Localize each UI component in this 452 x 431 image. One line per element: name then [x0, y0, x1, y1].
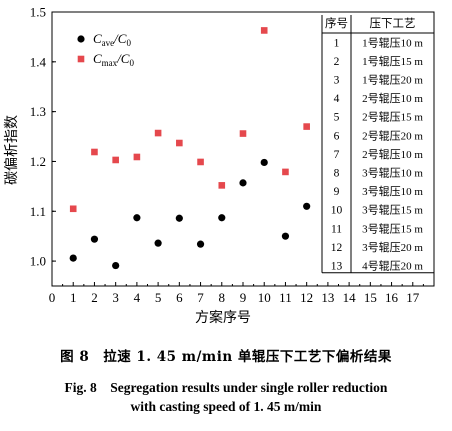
data-point-cmax — [112, 156, 119, 164]
x-tick-label: 3 — [112, 290, 119, 305]
data-point-cmax — [133, 153, 141, 161]
table-cell-index: 8 — [334, 168, 340, 180]
legend-label: Cmax/C0 — [93, 51, 134, 68]
table-cell-process: 3号辊压10 m — [362, 166, 423, 180]
x-tick-label: 15 — [364, 290, 377, 305]
table-cell-process: 1号辊压15 m — [362, 54, 423, 68]
data-point-cave — [112, 261, 120, 270]
table-cell-process: 3号辊压10 m — [362, 184, 423, 198]
legend: Cave/C0 Cmax/C0 — [77, 31, 134, 68]
table-cell-index: 5 — [334, 112, 340, 124]
data-point-cmax — [218, 182, 226, 189]
table-cell-index: 12 — [331, 242, 343, 254]
data-point-cave — [218, 214, 226, 222]
table-cell-process: 3号辊压15 m — [362, 221, 423, 235]
x-tick-label: 9 — [240, 290, 247, 305]
data-point-cmax — [154, 129, 162, 137]
table-cell-process: 3号辊压20 m — [362, 240, 423, 254]
process-table: 序号 压下工艺 1 1号辊压10 m 2 1号辊压15 m 3 1号辊压20 m 4 2号辊压10… — [321, 15, 434, 274]
y-axis-label: 碳偏析指数 — [4, 115, 20, 185]
y-tick-label: 1.2 — [30, 154, 46, 169]
data-point-cave — [303, 202, 311, 210]
y-tick-label: 1.1 — [30, 204, 46, 219]
legend-label: Cave/C0 — [93, 31, 131, 48]
table-cell-index: 13 — [331, 261, 343, 273]
x-tick-label: 10 — [258, 290, 271, 305]
table-cell-index: 9 — [334, 186, 340, 198]
x-tick-label: 13 — [321, 290, 334, 305]
table-cell-process: 1号辊压20 m — [362, 73, 423, 87]
table-cell-process: 3号辊压15 m — [362, 203, 423, 217]
table-cell-process: 2号辊压10 m — [362, 91, 423, 105]
data-point-cmax — [260, 27, 268, 34]
figure-caption-en-line2: with casting speed of 1. 45 m/min — [130, 399, 322, 414]
table-cell-process: 2号辊压10 m — [362, 147, 423, 161]
x-tick-label: 1 — [70, 290, 77, 305]
x-tick-label: 16 — [385, 290, 399, 305]
x-axis-label: 方案序号 — [195, 309, 251, 326]
data-point-cmax — [69, 205, 77, 213]
y-tick-label: 1.4 — [30, 54, 47, 69]
x-tick-label: 5 — [155, 290, 162, 305]
y-tick-label: 1.5 — [30, 5, 46, 20]
table-cell-index: 1 — [334, 37, 340, 49]
x-axis-ticks: 0 1 2 3 4 5 6 7 8 9 10 11 12 13 14 15 16 17 — [49, 282, 424, 305]
figure-caption-en-line1: Fig. 8 Segregation results under single … — [64, 380, 388, 395]
legend-marker-cmax — [77, 55, 85, 63]
table-cell-index: 10 — [331, 205, 343, 217]
data-point-cave — [196, 240, 205, 248]
table-background — [322, 15, 433, 273]
x-tick-label: 2 — [91, 290, 98, 305]
legend-marker-cave — [77, 35, 85, 43]
table-cell-index: 4 — [334, 93, 340, 105]
data-point-cave — [175, 214, 183, 222]
x-tick-label: 11 — [279, 290, 292, 305]
data-point-cmax — [239, 130, 247, 137]
y-tick-label: 1.0 — [30, 254, 46, 269]
data-point-cave — [239, 179, 247, 187]
x-tick-label: 4 — [134, 290, 141, 305]
table-cell-process: 4号辊压20 m — [362, 259, 423, 273]
data-point-cmax — [282, 168, 289, 176]
table-cell-index: 6 — [334, 130, 340, 142]
table-cell-index: 7 — [334, 149, 340, 161]
data-point-cave — [260, 158, 268, 167]
data-point-cave — [90, 235, 99, 243]
data-point-cmax — [197, 158, 204, 166]
table-cell-index: 2 — [334, 56, 340, 68]
data-point-cave — [154, 239, 162, 247]
data-point-cmax — [176, 139, 183, 147]
y-axis-ticks: 1.0 1.1 1.2 1.3 1.4 1.5 — [30, 5, 56, 269]
data-point-cave — [69, 254, 77, 262]
data-point-cmax — [303, 123, 310, 130]
table-cell-index: 11 — [331, 223, 342, 235]
table-cell-process: 1号辊压10 m — [362, 35, 423, 49]
table-cell-index: 3 — [334, 75, 340, 87]
x-tick-label: 7 — [197, 290, 204, 305]
table-cell-process: 2号辊压20 m — [362, 128, 423, 142]
x-tick-label: 14 — [343, 290, 357, 305]
table-header-process: 压下工艺 — [370, 17, 416, 30]
x-tick-label: 12 — [300, 290, 313, 305]
data-point-cmax — [91, 148, 98, 156]
table-cell-process: 2号辊压15 m — [362, 110, 423, 124]
table-header-index: 序号 — [325, 16, 348, 30]
data-point-cave — [133, 214, 141, 222]
segregation-scatter-chart: 0 1 2 3 4 5 6 7 8 9 10 11 12 13 14 15 16 17 1.01.11.21.31… — [4, 5, 435, 326]
y-tick-label: 1.3 — [30, 104, 46, 119]
figure-caption-cn: 图 8 拉速 1. 45 m/min 单辊压下工艺下偏析结果 — [60, 349, 392, 365]
x-tick-label: 8 — [219, 290, 226, 305]
x-tick-label: 17 — [406, 290, 420, 305]
data-point-cave — [281, 232, 290, 240]
x-tick-label: 0 — [49, 290, 56, 305]
x-tick-label: 6 — [176, 290, 183, 305]
